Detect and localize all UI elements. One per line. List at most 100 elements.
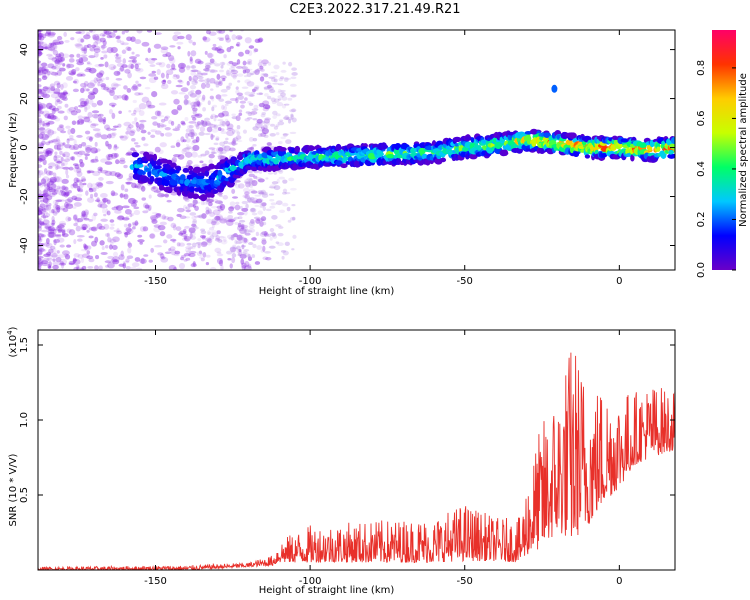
noise-speck bbox=[202, 36, 208, 42]
noise-speck bbox=[126, 228, 134, 234]
noise-speck bbox=[182, 237, 189, 241]
noise-speck bbox=[257, 190, 264, 195]
noise-speck bbox=[38, 193, 41, 197]
noise-speck bbox=[38, 104, 44, 110]
noise-speck bbox=[38, 77, 42, 82]
noise-speck bbox=[214, 215, 221, 221]
noise-speck bbox=[98, 113, 104, 117]
noise-speck bbox=[267, 143, 273, 147]
noise-speck bbox=[262, 104, 271, 110]
noise-speck bbox=[38, 83, 42, 88]
noise-speck bbox=[56, 145, 61, 151]
noise-speck bbox=[279, 209, 286, 214]
noise-speck bbox=[245, 68, 253, 71]
noise-speck bbox=[92, 45, 101, 51]
noise-speck bbox=[128, 59, 136, 63]
noise-speck bbox=[187, 132, 196, 137]
noise-speck bbox=[38, 42, 41, 49]
noise-speck bbox=[71, 195, 78, 201]
noise-speck bbox=[68, 262, 75, 266]
noise-speck bbox=[243, 187, 250, 193]
signal-cell bbox=[656, 146, 661, 152]
noise-speck bbox=[38, 108, 42, 111]
noise-speck bbox=[103, 86, 110, 91]
noise-speck bbox=[232, 142, 238, 146]
noise-speck bbox=[50, 188, 58, 194]
noise-speck bbox=[278, 169, 284, 174]
noise-speck bbox=[39, 103, 47, 109]
noise-speck bbox=[94, 33, 102, 37]
noise-speck bbox=[200, 230, 207, 235]
noise-speck bbox=[155, 62, 162, 66]
noise-speck bbox=[147, 104, 156, 109]
noise-speck bbox=[170, 120, 175, 126]
noise-speck bbox=[65, 125, 71, 129]
noise-speck bbox=[209, 95, 214, 100]
noise-speck bbox=[62, 91, 68, 96]
noise-speck bbox=[192, 226, 199, 230]
noise-speck bbox=[38, 221, 45, 225]
noise-speck bbox=[93, 114, 100, 120]
noise-speck bbox=[38, 110, 44, 115]
noise-speck bbox=[248, 178, 253, 183]
noise-speck bbox=[185, 64, 191, 71]
noise-speck bbox=[253, 175, 258, 179]
noise-speck bbox=[62, 151, 71, 158]
noise-speck bbox=[152, 186, 156, 190]
noise-speck bbox=[61, 228, 66, 234]
noise-speck bbox=[84, 153, 90, 157]
noise-speck bbox=[55, 57, 63, 63]
noise-speck bbox=[45, 128, 52, 135]
noise-speck bbox=[275, 124, 280, 127]
noise-speck bbox=[229, 206, 236, 209]
noise-speck bbox=[243, 75, 248, 78]
noise-speck bbox=[216, 192, 224, 195]
noise-speck bbox=[196, 72, 204, 77]
noise-speck bbox=[123, 223, 128, 228]
noise-speck bbox=[290, 187, 297, 191]
noise-speck bbox=[103, 85, 110, 89]
noise-speck bbox=[192, 41, 196, 46]
noise-speck bbox=[242, 230, 250, 234]
noise-speck bbox=[124, 69, 131, 74]
noise-speck bbox=[281, 103, 287, 109]
noise-speck bbox=[40, 178, 47, 185]
noise-speck bbox=[235, 201, 240, 205]
noise-speck bbox=[260, 72, 265, 79]
noise-speck bbox=[77, 37, 85, 44]
noise-speck bbox=[230, 69, 239, 75]
x-tick-label: -100 bbox=[299, 276, 322, 287]
noise-speck bbox=[96, 72, 104, 78]
noise-speck bbox=[47, 264, 52, 269]
noise-speck bbox=[72, 144, 80, 151]
noise-speck bbox=[41, 181, 49, 187]
noise-speck bbox=[142, 226, 149, 232]
noise-speck bbox=[66, 228, 72, 233]
noise-speck bbox=[114, 172, 121, 178]
noise-speck bbox=[157, 224, 166, 231]
noise-speck bbox=[80, 47, 88, 52]
noise-speck bbox=[51, 192, 58, 195]
noise-speck bbox=[280, 250, 287, 253]
noise-speck bbox=[218, 112, 225, 118]
noise-speck bbox=[64, 103, 69, 108]
noise-speck bbox=[79, 98, 85, 102]
noise-speck bbox=[52, 107, 60, 112]
noise-speck bbox=[267, 172, 274, 175]
snr-frame bbox=[37, 329, 676, 571]
noise-speck bbox=[123, 134, 129, 139]
noise-speck bbox=[248, 178, 254, 183]
noise-speck bbox=[161, 80, 167, 85]
noise-speck bbox=[119, 193, 126, 198]
noise-speck bbox=[43, 183, 49, 189]
noise-speck bbox=[56, 225, 62, 232]
noise-speck bbox=[206, 198, 214, 203]
noise-speck bbox=[113, 70, 121, 76]
noise-speck bbox=[272, 234, 278, 239]
noise-speck bbox=[125, 227, 132, 233]
noise-speck bbox=[177, 79, 183, 83]
noise-speck bbox=[189, 212, 197, 216]
noise-speck bbox=[235, 115, 241, 122]
noise-speck bbox=[127, 242, 133, 248]
noise-speck bbox=[53, 155, 62, 159]
